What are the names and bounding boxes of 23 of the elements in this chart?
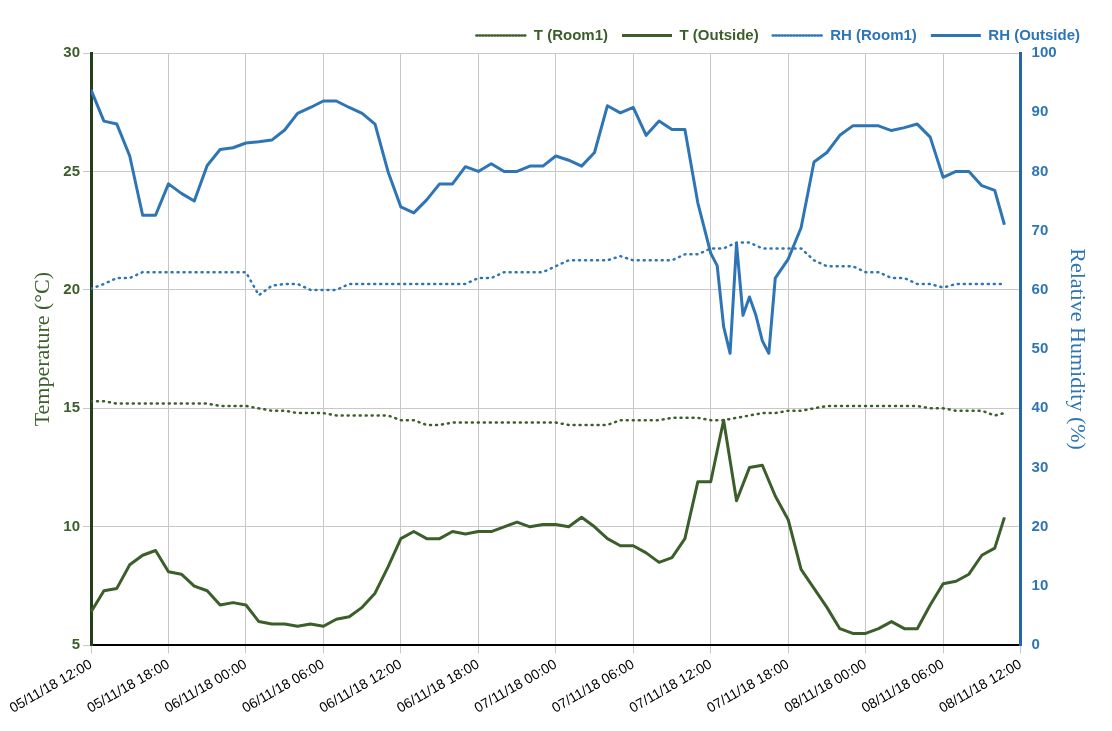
legend-label: T (Room1) (533, 25, 609, 43)
y2-axis-title: Relative Humidity (%) (1066, 248, 1092, 450)
y-tick-label: 5 (71, 635, 80, 653)
y-axis-title: Temperature (°C) (28, 271, 54, 427)
y2-tick-label: 90 (1031, 102, 1049, 120)
y2-tick-label: 50 (1031, 339, 1049, 357)
y2-tick-label: 100 (1031, 43, 1057, 61)
y-tick-label: 25 (63, 161, 80, 179)
legend-label: T (Outside) (679, 25, 759, 43)
y2-tick-label: 80 (1031, 161, 1049, 179)
legend-label: RH (Outside) (988, 25, 1081, 43)
legend-label: RH (Room1) (830, 25, 917, 43)
y-tick-label: 30 (63, 43, 80, 61)
y2-tick-label: 70 (1031, 220, 1049, 238)
y-tick-label: 10 (63, 516, 80, 534)
y-tick-label: 20 (63, 280, 80, 298)
y-tick-label: 15 (63, 398, 80, 416)
y2-tick-label: 0 (1031, 635, 1040, 653)
y2-tick-label: 20 (1031, 516, 1049, 534)
y2-tick-label: 60 (1031, 280, 1049, 298)
y2-tick-label: 30 (1031, 457, 1049, 475)
y2-tick-label: 40 (1031, 398, 1049, 416)
y2-tick-label: 10 (1031, 576, 1049, 594)
